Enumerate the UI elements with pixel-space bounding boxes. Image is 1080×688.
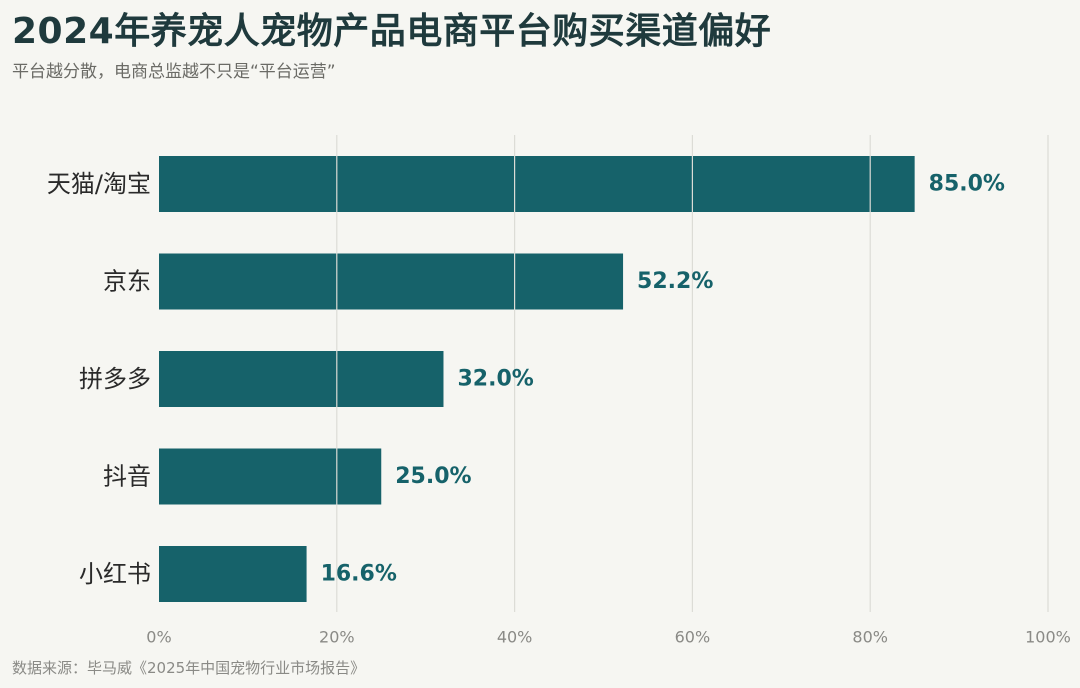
value-label-2: 32.0% [457, 367, 533, 392]
bar-2 [159, 351, 444, 407]
bar-4 [159, 546, 307, 602]
bar-3 [159, 448, 382, 505]
x-tick-label-1: 20% [319, 628, 355, 647]
value-label-1: 52.2% [637, 269, 713, 294]
x-tick-label-5: 100% [1025, 628, 1071, 647]
chart-title: 2024年养宠人宠物产品电商平台购买渠道偏好 [12, 11, 772, 52]
x-tick-label-3: 60% [675, 628, 711, 647]
bar-1 [159, 253, 624, 310]
x-tick-label-0: 0% [146, 628, 171, 647]
category-label-1: 京东 [103, 268, 151, 296]
x-tick-label-2: 40% [497, 628, 533, 647]
value-label-4: 16.6% [321, 562, 397, 587]
data-source-note: 数据来源：毕马威《2025年中国宠物行业市场报告》 [12, 659, 366, 677]
value-label-3: 25.0% [395, 464, 471, 489]
chart-subtitle: 平台越分散，电商总监越不只是“平台运营” [12, 62, 336, 82]
category-label-2: 拼多多 [79, 365, 151, 393]
value-label-0: 85.0% [929, 172, 1005, 197]
bar-0 [159, 156, 915, 212]
x-tick-label-4: 80% [852, 628, 888, 647]
category-label-3: 抖音 [103, 463, 151, 491]
category-label-4: 小红书 [79, 560, 151, 588]
category-label-0: 天猫/淘宝 [47, 170, 151, 198]
